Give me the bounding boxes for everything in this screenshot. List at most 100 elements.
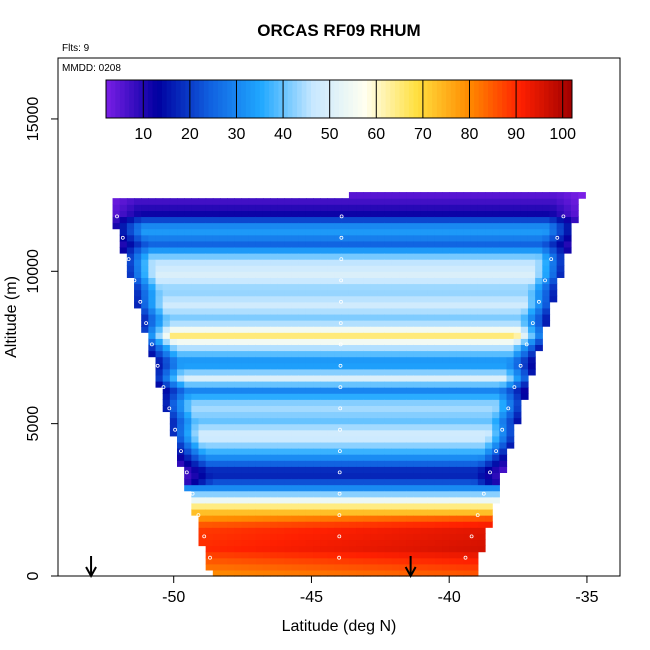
heatmap-cell	[270, 307, 278, 315]
heatmap-cell	[313, 405, 321, 413]
colorbar-segment	[357, 80, 363, 118]
heatmap-cell	[291, 423, 300, 431]
heatmap-cell	[234, 387, 243, 394]
colorbar-segment	[203, 80, 210, 118]
colorbar-segment	[534, 80, 540, 118]
heatmap-cell	[298, 405, 307, 413]
heatmap-cell	[449, 545, 457, 553]
heatmap-cell	[320, 508, 329, 516]
flight-point	[339, 214, 344, 219]
heatmap-cell	[320, 448, 329, 455]
heatmap-cell	[327, 295, 336, 303]
heatmap-cell	[262, 332, 271, 339]
heatmap-cell	[477, 478, 486, 486]
heatmap-cell	[485, 198, 493, 205]
heatmap-cell	[556, 216, 565, 224]
heatmap-cell	[427, 502, 436, 510]
heatmap-cell	[434, 301, 443, 309]
heatmap-cell	[341, 368, 350, 376]
heatmap-cell	[262, 350, 271, 358]
heatmap-cell	[284, 204, 293, 211]
heatmap-cell	[391, 265, 400, 272]
heatmap-cell	[169, 210, 178, 218]
heatmap-cell	[155, 368, 164, 376]
heatmap-cell	[456, 460, 465, 467]
heatmap-cell	[477, 198, 486, 205]
heatmap-cell	[477, 344, 486, 352]
heatmap-cell	[313, 350, 321, 358]
heatmap-cell	[219, 429, 228, 437]
heatmap-cell	[241, 313, 250, 321]
heatmap-cell	[219, 478, 228, 486]
heatmap-cell	[155, 210, 164, 218]
heatmap-cell	[205, 496, 214, 504]
heatmap-cell	[434, 478, 443, 486]
heatmap-cell	[177, 283, 185, 291]
heatmap-cell	[363, 502, 371, 510]
colorbar-segment	[283, 80, 289, 118]
heatmap-cell	[377, 344, 386, 352]
heatmap-cell	[227, 508, 235, 516]
heatmap-cell	[212, 435, 221, 443]
heatmap-cell	[327, 265, 336, 272]
heatmap-cell	[169, 198, 178, 205]
heatmap-cell	[485, 210, 493, 218]
heatmap-cell	[262, 527, 271, 534]
heatmap-cell	[234, 277, 243, 285]
heatmap-cell	[141, 265, 149, 272]
heatmap-cell	[348, 222, 357, 230]
heatmap-cell	[406, 441, 414, 449]
heatmap-cell	[499, 253, 508, 260]
heatmap-cell	[270, 338, 278, 346]
heatmap-cell	[169, 228, 178, 236]
heatmap-cell	[284, 210, 293, 218]
heatmap-cell	[420, 374, 429, 382]
heatmap-cell	[513, 313, 522, 321]
heatmap-cell	[270, 490, 278, 498]
heatmap-cell	[191, 246, 200, 254]
heatmap-cell	[227, 362, 235, 370]
heatmap-cell	[262, 289, 271, 297]
heatmap-cell	[262, 253, 271, 260]
heatmap-cell	[477, 338, 486, 346]
heatmap-cell	[442, 338, 450, 346]
flight-point	[208, 555, 212, 560]
heatmap-cell	[506, 405, 515, 413]
heatmap-cell	[162, 198, 171, 205]
heatmap-cell	[219, 393, 228, 400]
heatmap-cell	[313, 222, 321, 230]
heatmap-cell	[212, 326, 221, 333]
heatmap-cell	[198, 344, 207, 352]
heatmap-cell	[420, 320, 429, 327]
heatmap-cell	[262, 222, 271, 230]
heatmap-cell	[499, 289, 508, 297]
heatmap-cell	[313, 508, 321, 516]
flight-point	[132, 278, 137, 283]
heatmap-cell	[413, 259, 422, 266]
heatmap-cell	[284, 539, 293, 547]
heatmap-cell	[413, 496, 422, 504]
heatmap-cell	[241, 332, 250, 339]
flight-track-points	[115, 214, 566, 560]
heatmap-cell	[356, 271, 364, 278]
heatmap-cell	[284, 435, 293, 443]
heatmap-cell	[169, 393, 178, 400]
plot-frame	[57, 57, 621, 577]
heatmap-cell	[219, 356, 228, 364]
heatmap-cell	[284, 441, 293, 449]
heatmap-cell	[227, 295, 235, 303]
heatmap-cell	[470, 210, 479, 218]
heatmap-cell	[384, 301, 393, 309]
heatmap-cell	[406, 320, 414, 327]
heatmap-cell	[227, 356, 235, 364]
heatmap-cell	[155, 350, 164, 358]
heatmap-cell	[291, 496, 300, 504]
heatmap-cell	[406, 234, 414, 242]
heatmap-cell	[456, 429, 465, 437]
heatmap-cell	[291, 429, 300, 437]
heatmap-cell	[456, 283, 465, 291]
heatmap-cell	[399, 301, 407, 309]
heatmap-cell	[205, 472, 214, 480]
heatmap-cell	[427, 307, 436, 315]
heatmap-cell	[277, 307, 286, 315]
